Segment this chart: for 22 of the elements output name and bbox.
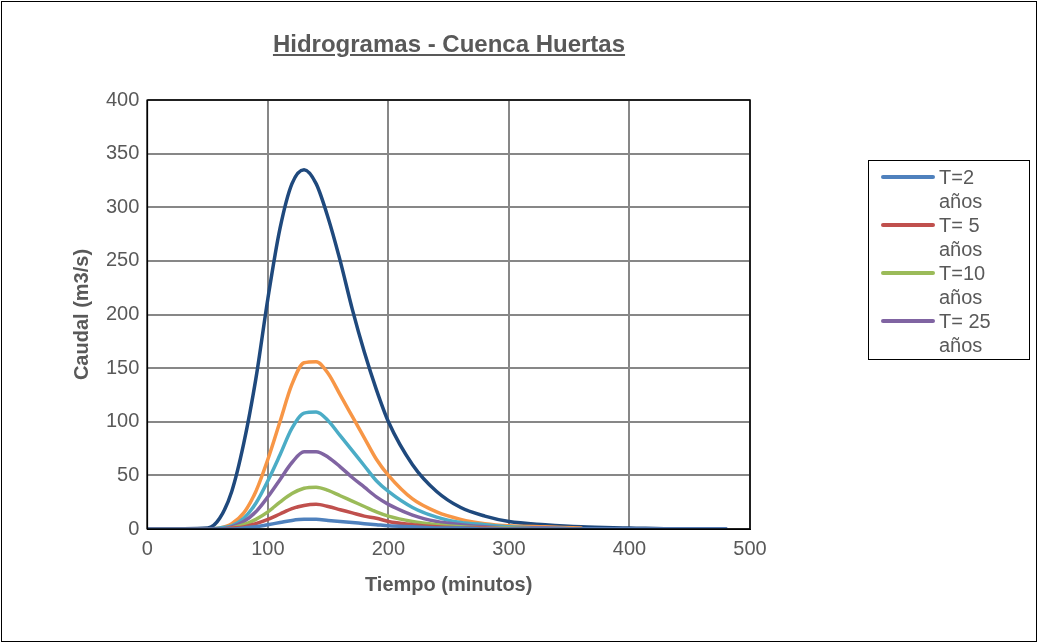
legend-label: T=10 años <box>939 261 987 309</box>
legend-label: T= 25 años <box>939 309 992 357</box>
x-axis-title: Tiempo (minutos) <box>364 572 533 595</box>
y-tick-label: 150 <box>105 355 140 378</box>
y-tick-label: 0 <box>128 516 140 539</box>
x-tick-label: 500 <box>733 536 767 559</box>
line-series <box>147 517 728 529</box>
chart-title: Hidrogramas - Cuenca Huertas <box>271 30 627 58</box>
y-tick-label: 350 <box>105 141 140 164</box>
y-tick-label: 400 <box>105 87 140 110</box>
y-tick-label: 200 <box>105 302 140 325</box>
legend-label: T= 5 años <box>939 213 984 261</box>
x-tick-label: 200 <box>371 536 406 559</box>
y-tick-label: 50 <box>117 462 140 485</box>
y-tick-label: 100 <box>105 409 140 432</box>
x-tick-label: 300 <box>492 536 526 559</box>
y-axis-title: Caudal (m3/s) <box>69 248 92 381</box>
legend-label: T=2 años <box>939 165 984 213</box>
y-tick-label: 250 <box>105 248 140 271</box>
y-tick-label: 300 <box>105 194 140 217</box>
x-tick-label: 400 <box>612 536 647 559</box>
x-tick-label: 100 <box>251 536 285 559</box>
